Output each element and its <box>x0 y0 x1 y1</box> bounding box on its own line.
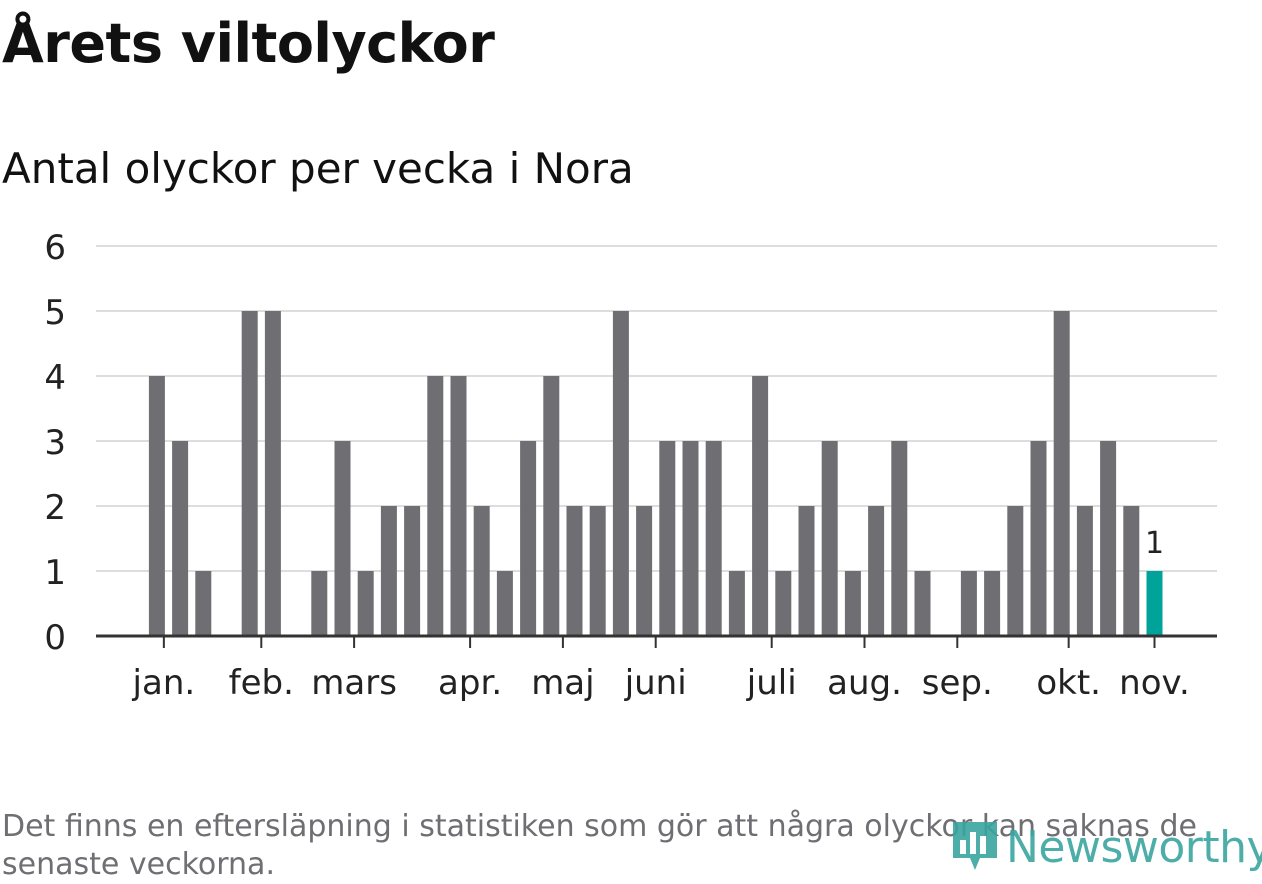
bar <box>821 441 838 636</box>
bar <box>868 506 885 636</box>
chart-title: Årets viltolyckor <box>2 12 495 75</box>
bar <box>450 376 467 636</box>
y-tick-label: 6 <box>44 228 66 268</box>
x-tick-label: juli <box>746 663 797 703</box>
bar <box>914 571 931 636</box>
bar <box>659 441 676 636</box>
bar <box>1053 311 1070 636</box>
y-tick-label: 2 <box>44 488 66 528</box>
y-tick-label: 5 <box>44 293 66 333</box>
bar <box>311 571 328 636</box>
bar <box>705 441 722 636</box>
bar <box>612 311 629 636</box>
bar <box>566 506 583 636</box>
bar <box>496 571 513 636</box>
bar <box>891 441 908 636</box>
bar <box>241 311 258 636</box>
y-tick-label: 4 <box>44 358 66 398</box>
bar <box>148 376 165 636</box>
bar <box>1030 441 1047 636</box>
x-tick-label: apr. <box>438 663 502 703</box>
bar <box>172 441 189 636</box>
bar <box>1007 506 1024 636</box>
y-tick-label: 1 <box>44 553 66 593</box>
x-tick-label: juni <box>624 663 687 703</box>
bar-chart: 0 1 2 3 4 5 6 jan. feb. mars apr. maj juni juli aug. se… <box>44 228 1217 703</box>
bar <box>357 571 374 636</box>
x-tick-label: maj <box>531 663 594 703</box>
bar <box>984 571 1001 636</box>
bar <box>844 571 861 636</box>
highlighted-bar <box>1146 571 1163 636</box>
bar <box>543 376 560 636</box>
newsworthy-logo-text: Newsworthy <box>1006 821 1262 873</box>
footnote: Det finns en eftersläpning i statistiken… <box>2 809 1197 882</box>
bar <box>682 441 699 636</box>
bar <box>589 506 606 636</box>
bar <box>960 571 977 636</box>
newsworthy-logo-icon <box>953 822 997 870</box>
bar <box>775 571 792 636</box>
x-tick-label: nov. <box>1119 663 1190 703</box>
x-tick-label: okt. <box>1036 663 1101 703</box>
bar <box>404 506 421 636</box>
x-tick-label: jan. <box>132 663 196 703</box>
x-tick-label: mars <box>311 663 397 703</box>
bar <box>728 571 745 636</box>
y-tick-label: 3 <box>44 423 66 463</box>
bar <box>195 571 212 636</box>
bar <box>752 376 769 636</box>
bar <box>380 506 397 636</box>
newsworthy-logo: Newsworthy <box>950 818 1262 876</box>
bar <box>1076 506 1093 636</box>
data-label: 1 <box>1145 526 1164 561</box>
bar <box>636 506 653 636</box>
chart-subtitle: Antal olyckor per vecka i Nora <box>2 144 634 193</box>
bar <box>427 376 444 636</box>
bar <box>473 506 490 636</box>
x-tick-label: sep. <box>922 663 993 703</box>
bar <box>1100 441 1117 636</box>
bar <box>334 441 351 636</box>
x-tick-label: feb. <box>229 663 294 703</box>
bar <box>798 506 815 636</box>
x-tick-label: aug. <box>827 663 902 703</box>
y-tick-label: 0 <box>44 618 66 658</box>
bar <box>520 441 537 636</box>
bar <box>264 311 281 636</box>
bar <box>1123 506 1140 636</box>
